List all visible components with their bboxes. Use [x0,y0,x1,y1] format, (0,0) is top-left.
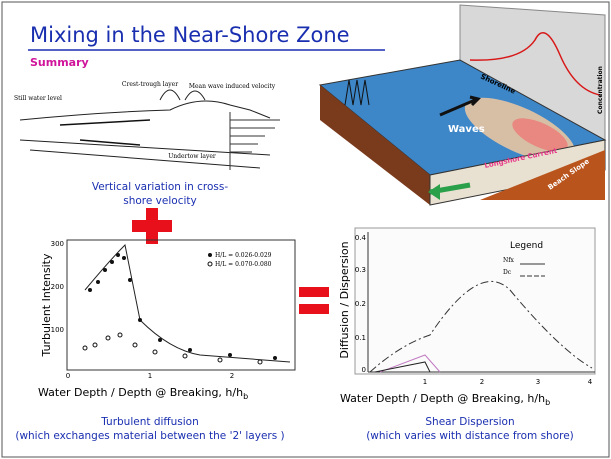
diagram-label: Still water level [14,95,62,102]
legend-label: H/L = 0.070-0.080 [215,261,272,268]
point [133,343,137,347]
x-tick-label: 2 [230,372,234,380]
point [83,346,87,350]
point [96,280,100,284]
diagram-label: Crest-trough layer [122,81,178,88]
text-part: b [545,398,550,407]
y-axis-label: Diffusion / Dispersion [338,241,351,358]
diagram-label: Waves [448,124,485,135]
text-part: Water Depth / Depth @ Breaking, h/h [340,392,545,405]
slide: Mixing in the Near-Shore Zone Summary St… [0,0,611,459]
dispersion-plot: 0.4 0.3 0.2 0.1 0 1 2 3 4 Legend Nfx Dc [355,228,595,386]
legend-label: Nfx [503,257,514,264]
point [183,354,187,358]
point [122,256,126,260]
x-axis-label: Water Depth / Depth @ Breaking, h/hb [340,392,550,407]
caption: Turbulent diffusion [100,416,199,428]
point [218,358,222,362]
caption: (which exchanges material between the '2… [15,430,284,442]
point [138,318,142,322]
diagram-label: Mean wave induced velocity [189,83,276,90]
x-tick-label: 1 [148,372,152,380]
point [88,288,92,292]
point [158,338,162,342]
y-tick-label: 0.4 [355,234,367,242]
diagram-label: Undertow layer [168,153,216,160]
title: Mixing in the Near-Shore Zone [30,23,350,47]
subtitle: Summary [30,56,89,69]
x-tick-label: 0 [66,372,70,380]
point [188,348,192,352]
point [103,268,107,272]
point [93,343,97,347]
diagram-label: Concentration [597,66,604,114]
point [228,353,232,357]
legend-label: H/L = 0.026-0.029 [215,252,272,259]
text-part: Water Depth / Depth @ Breaking, h/h [38,386,243,399]
point [128,278,132,282]
equals-bar [299,304,329,314]
caption: Shear Dispersion [425,416,514,428]
point [106,336,110,340]
point [110,260,114,264]
caption: Vertical variation in cross- [92,181,229,193]
text-part: b [243,392,248,401]
x-axis-label: Water Depth / Depth @ Breaking, h/hb [38,386,248,401]
plot-frame [355,228,595,374]
point [273,356,277,360]
x-tick-label: 4 [588,378,593,386]
legend-label: Dc [503,269,512,276]
equals-bar [299,287,329,297]
x-tick-label: 1 [423,378,427,386]
y-axis-label: Turbulent Intensity [40,253,53,357]
caption: (which varies with distance from shore) [366,430,574,442]
y-tick-label: 0.3 [355,266,366,274]
legend-title: Legend [510,241,543,251]
x-tick-label: 3 [536,378,540,386]
y-tick-label: 300 [51,240,64,248]
legend-marker [208,262,212,266]
caption: shore velocity [123,195,196,207]
point [116,253,120,257]
y-tick-label: 0 [362,366,366,374]
point [153,350,157,354]
legend-marker [208,253,212,257]
point [258,360,262,364]
y-tick-label: 0.1 [355,334,366,342]
y-tick-label: 0.2 [355,300,366,308]
point [118,333,122,337]
x-tick-label: 2 [480,378,484,386]
